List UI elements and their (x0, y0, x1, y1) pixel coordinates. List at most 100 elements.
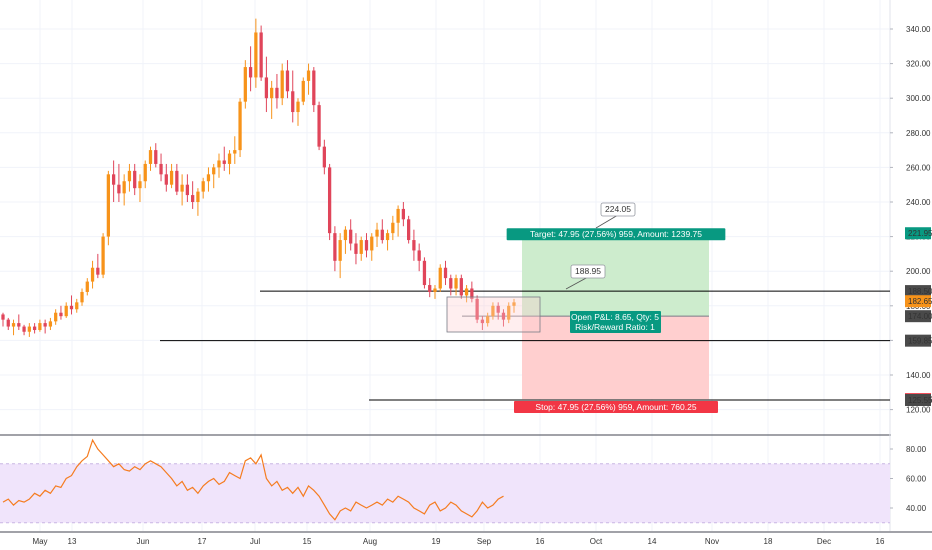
candle (90, 260, 95, 289)
candle (6, 317, 10, 331)
price-badge: 159.85 (905, 334, 932, 347)
price-tick-label: 280.00 (906, 129, 931, 138)
candle (122, 174, 126, 206)
callout-224-text: 224.05 (605, 204, 631, 214)
candle (164, 163, 168, 192)
stop-label: Stop: 47.95 (27.56%) 959, Amount: 760.25 (514, 401, 718, 413)
candle (85, 278, 89, 296)
time-tick-label: 18 (764, 537, 773, 546)
range-rectangle (446, 296, 541, 333)
time-tick-label: 19 (432, 537, 441, 546)
candle (96, 253, 100, 279)
candle (191, 181, 195, 209)
candle (138, 174, 142, 202)
grid (0, 0, 932, 533)
candle (480, 316, 485, 331)
candle (412, 229, 416, 261)
candle (327, 163, 332, 241)
candle (459, 274, 463, 299)
candle (380, 219, 384, 244)
candle (422, 257, 427, 289)
candle (312, 67, 316, 113)
candle (359, 236, 363, 261)
candle (175, 163, 179, 196)
candle (438, 264, 442, 292)
price-badge-text: 221.95 (908, 229, 932, 238)
candle (385, 229, 390, 251)
price-tick-label: 340.00 (906, 25, 931, 34)
candle (148, 146, 153, 171)
candle (370, 233, 374, 261)
price-badge-text: 125.55 (908, 396, 932, 405)
candle (111, 160, 116, 202)
candle (106, 170, 110, 246)
candle (333, 226, 337, 272)
candle (32, 323, 37, 334)
rsi-tick-label: 80.00 (906, 445, 927, 454)
candle (401, 202, 406, 227)
candle (101, 233, 105, 279)
time-tick-label: Jun (137, 537, 150, 546)
price-badge-text: 188.50 (908, 287, 932, 296)
candle (338, 233, 342, 279)
stop-label-text: Stop: 47.95 (27.56%) 959, Amount: 760.25 (535, 402, 696, 412)
target-label: Target: 47.95 (27.56%) 959, Amount: 1239… (506, 228, 726, 241)
candle (259, 25, 263, 81)
candle (396, 205, 400, 237)
time-axis[interactable]: May 13 Jun 17 Jul 15 Aug 19 Sep 16 Oct 14 Nov 18 Dec 16 (0, 533, 932, 550)
price-tick-label: 120.00 (906, 406, 931, 415)
candle (270, 80, 274, 119)
price-badge-text: 159.85 (908, 337, 932, 346)
candle (433, 285, 437, 299)
candle (117, 163, 121, 202)
candle (470, 281, 474, 303)
rsi-line (2, 438, 504, 521)
callout-224: 224.05 (595, 202, 636, 229)
candle (59, 305, 63, 320)
time-tick-label: May (32, 537, 47, 546)
candle (449, 274, 453, 296)
open-pnl-text: Open P&L: 8.65, Qty: 5 (571, 312, 659, 322)
time-tick-label: 15 (303, 537, 312, 546)
candle (127, 163, 132, 192)
candle (212, 163, 216, 189)
candle (238, 98, 242, 158)
candle (301, 77, 305, 106)
candle (11, 319, 16, 336)
time-tick-label: Sep (477, 537, 492, 546)
candle (454, 274, 458, 296)
candle (243, 60, 247, 109)
candle (486, 312, 490, 327)
risk-reward-text: Risk/Reward Ratio: 1 (575, 322, 655, 332)
candle (464, 285, 469, 303)
time-tick-label: Nov (705, 537, 719, 546)
candle (248, 46, 253, 92)
time-tick-label: Jul (250, 537, 260, 546)
rsi-panel (0, 438, 890, 524)
candle (54, 309, 58, 325)
candle (264, 56, 269, 113)
candle (375, 222, 379, 247)
candle (196, 188, 200, 216)
candle (306, 63, 311, 95)
candle (512, 298, 516, 313)
candle (143, 160, 147, 189)
price-tick-label: 200.00 (906, 267, 931, 276)
candle (280, 63, 284, 106)
candle (227, 150, 232, 175)
time-tick-label: 16 (876, 537, 885, 546)
price-badge: 188.50 (905, 285, 932, 298)
target-label-text: Target: 47.95 (27.56%) 959, Amount: 1239… (530, 229, 702, 239)
annotations: Target: 47.95 (27.56%) 959, Amount: 1239… (446, 202, 726, 413)
candle (43, 319, 47, 334)
candle (69, 295, 74, 315)
candle (317, 101, 321, 151)
candle (201, 177, 205, 199)
candle (507, 302, 511, 324)
candle (206, 167, 211, 192)
price-axis[interactable]: 340.00320.00300.00280.00260.00240.00220.… (890, 0, 932, 531)
candles (1, 18, 516, 337)
rsi-band (0, 463, 890, 523)
candle (222, 146, 226, 171)
